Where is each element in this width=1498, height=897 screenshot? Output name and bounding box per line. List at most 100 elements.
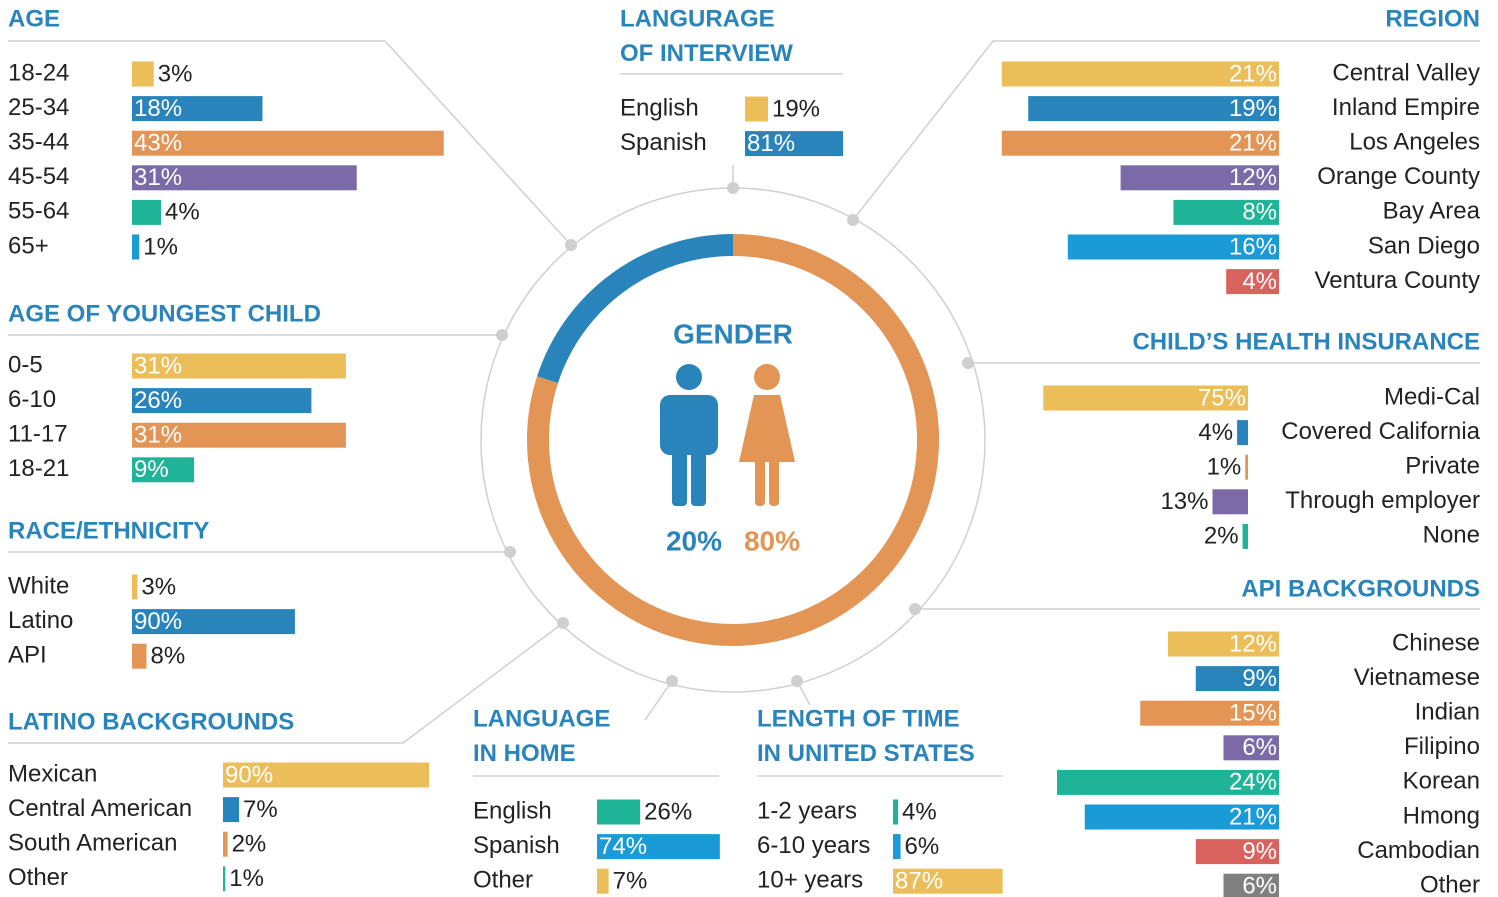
value-label: 87% <box>895 868 943 895</box>
dot <box>727 182 739 194</box>
dot <box>504 546 516 558</box>
bar <box>223 866 226 892</box>
bar <box>223 831 228 857</box>
male-icon <box>660 364 718 506</box>
value-label: 1% <box>143 233 178 260</box>
category-label: Other <box>1420 872 1480 897</box>
dot <box>666 675 678 687</box>
category-label: White <box>8 572 69 599</box>
bar <box>1067 234 1279 260</box>
dot <box>557 617 569 629</box>
bar <box>597 868 609 894</box>
chart-title: GENDER <box>673 318 793 349</box>
bar <box>132 457 195 483</box>
category-label: Private <box>1405 453 1480 480</box>
bar <box>132 96 263 122</box>
value-label: 15% <box>1229 700 1277 727</box>
value-label: 4% <box>1198 419 1233 446</box>
value-label: 31% <box>134 352 182 379</box>
bar <box>132 165 357 191</box>
value-label: 2% <box>1204 523 1239 550</box>
bar <box>132 643 147 669</box>
category-label: 11-17 <box>8 421 68 448</box>
category-label: Latino <box>8 607 73 634</box>
bar <box>132 609 295 635</box>
value-label: 9% <box>1242 838 1277 865</box>
bar <box>1168 631 1279 657</box>
category-label: Medi-Cal <box>1384 383 1480 410</box>
category-label: Central American <box>8 795 192 822</box>
category-label: 6-10 <box>8 386 56 413</box>
bar <box>132 234 140 260</box>
bar <box>597 799 641 825</box>
value-label: 1% <box>229 865 264 892</box>
value-label: 1% <box>1207 454 1242 481</box>
value-label: 18% <box>134 95 182 122</box>
bar <box>223 797 240 823</box>
value-label: 19% <box>772 95 820 122</box>
category-label: 55-64 <box>8 198 69 225</box>
category-label: Orange County <box>1317 163 1480 190</box>
chart-title: API BACKGROUNDS <box>1241 575 1480 602</box>
bar <box>893 868 1003 894</box>
bar <box>1173 199 1279 225</box>
value-label: 19% <box>1229 95 1277 122</box>
value-label: 4% <box>165 199 200 226</box>
value-label: 21% <box>1229 130 1277 157</box>
bar <box>1223 873 1279 897</box>
category-label: 35-44 <box>8 129 69 156</box>
bar <box>132 574 138 600</box>
bar <box>745 131 844 157</box>
category-label: 18-24 <box>8 59 69 86</box>
bar <box>1223 735 1279 761</box>
category-label: Other <box>8 864 68 891</box>
value-label: 9% <box>134 456 169 483</box>
value-label: 8% <box>1242 199 1277 226</box>
category-label: Korean <box>1403 768 1480 795</box>
bar <box>1028 96 1279 122</box>
dot <box>565 239 577 251</box>
connectors <box>8 40 1480 777</box>
value-label: 26% <box>644 798 692 825</box>
bar <box>132 61 154 87</box>
female-icon <box>739 364 795 506</box>
bar <box>1140 700 1279 726</box>
category-label: 18-21 <box>8 455 69 482</box>
category-label: Other <box>473 867 533 894</box>
chart-title: AGE <box>8 5 60 32</box>
value-label: 12% <box>1229 630 1277 657</box>
chart-title: LANGURAGE <box>620 5 775 32</box>
value-label: 26% <box>134 387 182 414</box>
chart-title: OF INTERVIEW <box>620 40 793 67</box>
bar <box>132 130 444 156</box>
category-label: Inland Empire <box>1332 94 1480 121</box>
value-label: 6% <box>1242 734 1277 761</box>
value-label: 80% <box>744 525 800 556</box>
chart-title: CHILD’S HEALTH INSURANCE <box>1132 328 1480 355</box>
value-label: 3% <box>158 60 193 87</box>
bar <box>1120 165 1279 191</box>
value-label: 20% <box>666 525 722 556</box>
value-label: 6% <box>905 833 940 860</box>
category-label: Spanish <box>620 129 707 156</box>
value-label: 7% <box>243 796 278 823</box>
chart-title: IN UNITED STATES <box>757 740 975 767</box>
value-label: 2% <box>232 831 267 858</box>
category-label: API <box>8 642 47 669</box>
bar <box>1195 839 1279 865</box>
chart-title: IN HOME <box>473 740 576 767</box>
category-label: 25-34 <box>8 94 69 121</box>
category-label: 0-5 <box>8 351 43 378</box>
value-label: 31% <box>134 164 182 191</box>
category-label: 6-10 years <box>757 832 870 859</box>
bar <box>597 834 720 860</box>
category-label: English <box>473 797 552 824</box>
category-label: Filipino <box>1404 733 1480 760</box>
chart-title: LANGUAGE <box>473 705 610 732</box>
bar <box>1057 769 1279 795</box>
category-label: Hmong <box>1403 802 1480 829</box>
category-label: Bay Area <box>1383 198 1481 225</box>
value-label: 75% <box>1198 384 1246 411</box>
bar <box>1043 385 1248 411</box>
